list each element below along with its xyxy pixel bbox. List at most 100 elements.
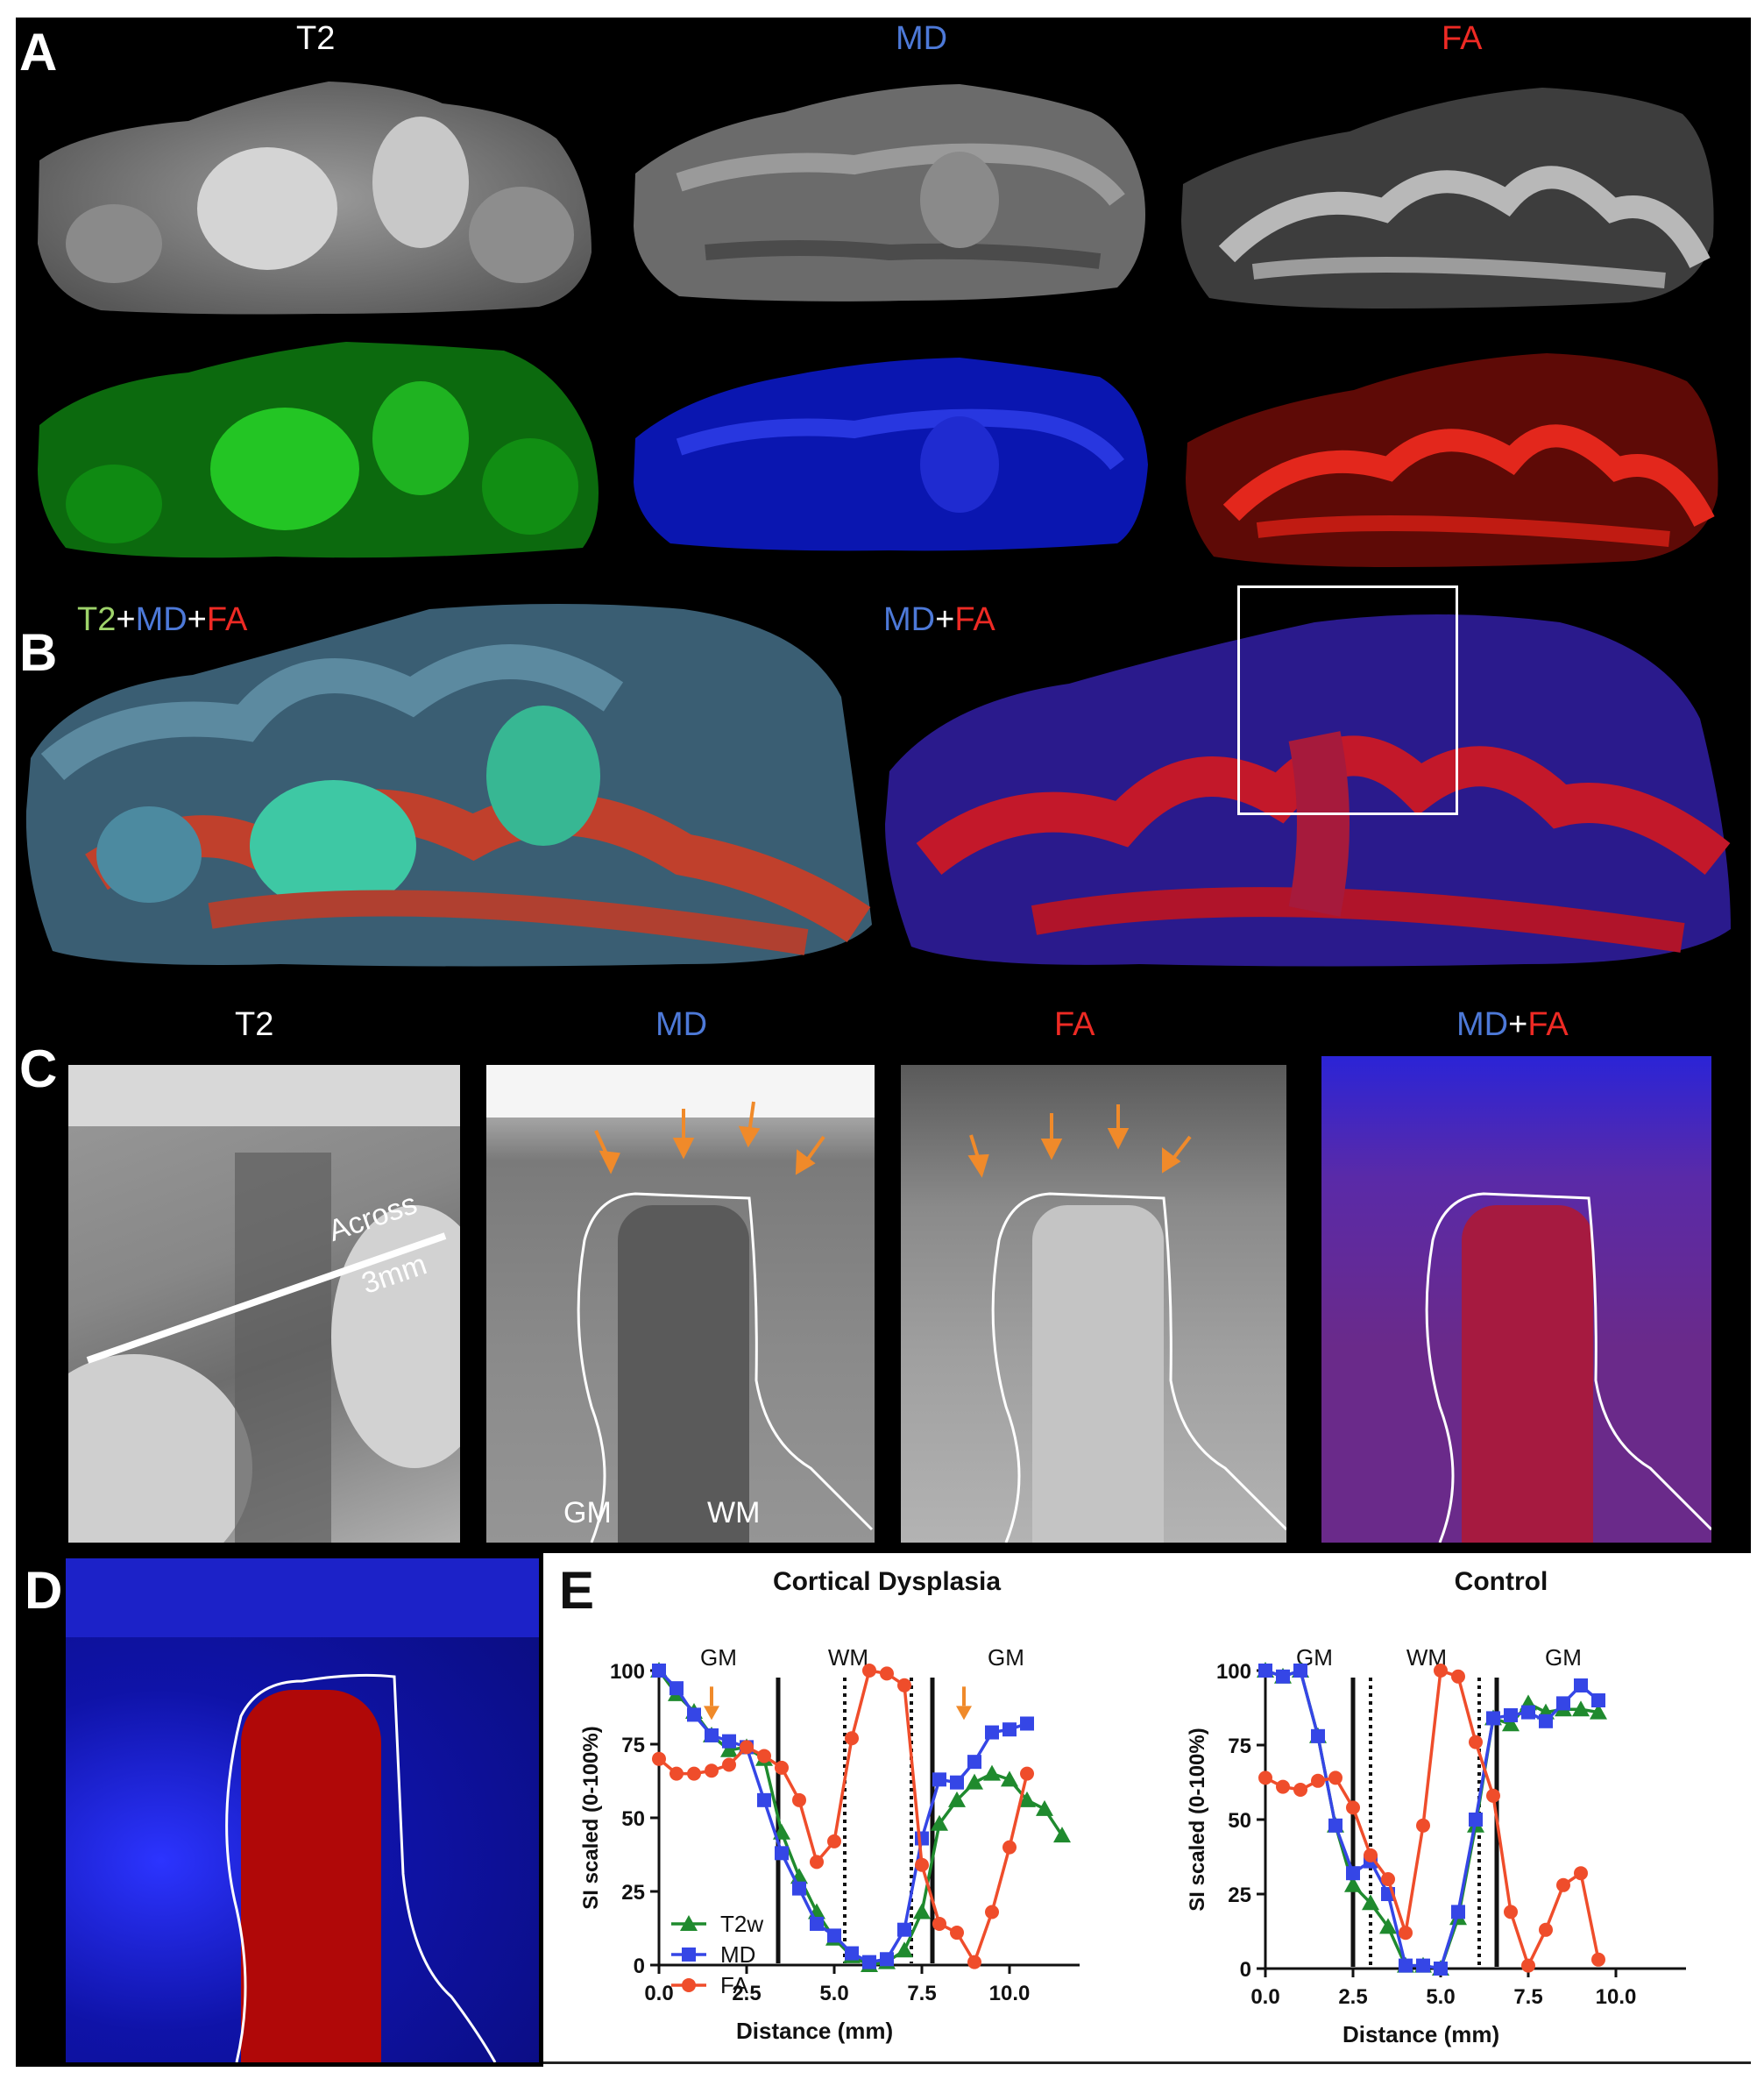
chart-cd-point-md [775, 1846, 789, 1861]
chart-cd-x-tick-label: 2.5 [732, 1982, 761, 2005]
chart-cd-point-md [845, 1946, 859, 1961]
chart-ctrl-point-fa [1399, 1926, 1413, 1941]
panel-c-md-fa-title: MD+FA [1456, 1008, 1569, 1041]
chart-cd-x-axis-label: Distance (mm) [736, 2018, 893, 2044]
panel-e-bottom-border [543, 2061, 1751, 2064]
chart-cd-region-label: WM [828, 1644, 868, 1671]
chart-cd-y-axis-label: SI scaled (0-100%) [579, 1726, 603, 1909]
panel-b-right-title-md: MD [883, 601, 936, 638]
panel-c-md-white-matter [618, 1205, 749, 1543]
chart-ctrl-point-md [1311, 1728, 1325, 1743]
chart-cd-point-fa [652, 1751, 666, 1766]
chart-cd-point-md [1002, 1722, 1017, 1737]
chart-cd-point-md [862, 1955, 876, 1969]
chart-ctrl-x-tick-label: 10.0 [1596, 1985, 1637, 2009]
chart-cd-y-tick-label: 25 [621, 1881, 645, 1905]
chart-cd-x-tick-label: 7.5 [907, 1982, 936, 2005]
chart-cd-point-md [687, 1707, 701, 1722]
chart-cd-point-md [880, 1952, 894, 1967]
panel-a-fa-red-image [1186, 353, 1718, 567]
chart-ctrl-point-md [1276, 1669, 1290, 1684]
chart-cd-point-md [985, 1725, 999, 1740]
panel-c-across-line [86, 1232, 447, 1364]
chart-ctrl-point-fa [1381, 1872, 1395, 1886]
chart-ctrl-point-t2w [1590, 1703, 1607, 1720]
panel-b-left-title-plus-1: + [116, 601, 136, 638]
chart-cd-point-t2w [966, 1773, 983, 1790]
chart-cd-point-fa [950, 1926, 964, 1941]
panel-c-fa-zoom-image [901, 1065, 1286, 1543]
panel-a-fa-grayscale-image [1181, 88, 1714, 309]
chart-cd-point-fa [1002, 1840, 1017, 1855]
chart-ctrl-point-fa [1416, 1818, 1430, 1833]
panel-b-left-title-t2: T2 [77, 601, 117, 638]
chart-ctrl-point-fa [1346, 1800, 1360, 1815]
panel-c-gm-label: GM [563, 1496, 612, 1529]
chart-ctrl-point-fa [1276, 1779, 1290, 1794]
chart-cd-point-fa [862, 1664, 876, 1678]
panel-c-fa-overlay [967, 1104, 1286, 1543]
panel-c-md-cortex-band [486, 1065, 875, 1118]
chart-ctrl-y-axis-label: SI scaled (0-100%) [1186, 1728, 1209, 1911]
chart-ctrl-y-tick-label: 75 [1228, 1735, 1251, 1758]
chart-ctrl-x-tick-label: 2.5 [1338, 1985, 1367, 2009]
chart-ctrl-point-fa [1434, 1664, 1448, 1678]
chart-ctrl-x-tick-label: 5.0 [1426, 1985, 1455, 2009]
chart-ctrl-point-md [1346, 1866, 1360, 1881]
chart-cd-point-t2w [1036, 1799, 1053, 1816]
chart-cd-x-tick-label: 10.0 [989, 1982, 1031, 2005]
chart-cd-region-label: GM [988, 1644, 1024, 1671]
chart-ctrl-point-md [1293, 1664, 1307, 1678]
chart-ctrl-point-md [1416, 1958, 1430, 1973]
chart-ctrl-point-fa [1328, 1770, 1342, 1785]
chart-ctrl-y-tick-label: 100 [1216, 1660, 1251, 1684]
panel-c-md-fa-title-plus: + [1508, 1006, 1528, 1043]
panel-c-fa-title: FA [1054, 1006, 1095, 1043]
chart-cd-point-md [652, 1664, 666, 1678]
chart-cd-point-t2w [1053, 1827, 1071, 1843]
panel-c-letter: C [19, 1040, 58, 1098]
chart-ctrl-point-t2w [1502, 1715, 1520, 1732]
chart-ctrl-region-label: GM [1545, 1644, 1582, 1671]
chart-legend-label-t2w: T2w [720, 1911, 763, 1937]
chart-cd-point-fa [932, 1916, 946, 1931]
chart-ctrl-point-md [1434, 1962, 1448, 1976]
chart-ctrl-point-fa [1364, 1848, 1378, 1863]
panel-b-right-title: MD+FA [883, 603, 995, 636]
chart-cd-y-tick-label: 75 [621, 1734, 645, 1757]
panel-a-t2-title: T2 [296, 20, 336, 57]
chart-cd-point-fa [985, 1905, 999, 1919]
chart-ctrl-point-md [1504, 1708, 1518, 1722]
chart-ctrl-point-fa [1521, 1958, 1535, 1973]
panel-c-fa-white-matter [1032, 1205, 1164, 1543]
chart-cd-x-tick-label: 0.0 [644, 1982, 673, 2005]
panel-b-zoom-box [1237, 585, 1458, 815]
panel-b-left-title-plus-2: + [187, 601, 207, 638]
panel-d-letter: D [25, 1561, 63, 1620]
panel-c-md-fa-zoom-image [1321, 1056, 1711, 1543]
chart-cd-point-md [757, 1792, 771, 1807]
chart-cd-point-t2w [913, 1903, 931, 1919]
panel-c-t2-cortex-band [68, 1065, 460, 1126]
chart-cd-point-fa [1020, 1766, 1034, 1781]
chart-cd-point-md [967, 1755, 981, 1770]
chart-cd-x-tick-label: 5.0 [819, 1982, 848, 2005]
panel-b-letter: B [19, 623, 58, 682]
chart-ctrl-title: Control [1455, 1567, 1548, 1596]
chart-cd-orange-arrow-head [956, 1706, 972, 1721]
chart-cd-point-md [810, 1916, 824, 1931]
chart-ctrl-y-tick-label: 25 [1228, 1884, 1251, 1907]
chart-cd-point-t2w [983, 1764, 1001, 1781]
chart-cd-point-fa [775, 1760, 789, 1775]
chart-cd-point-fa [845, 1731, 859, 1746]
panel-a-t2-green-image [38, 342, 599, 558]
chart-ctrl-point-fa [1486, 1788, 1500, 1803]
chart-legend-label-md: MD [720, 1941, 755, 1968]
panel-c-md-fa-title-md: MD [1456, 1006, 1509, 1043]
chart-ctrl-point-md [1258, 1664, 1272, 1678]
panel-c-t2-title: T2 [235, 1006, 274, 1043]
chart-cd-point-md [722, 1734, 736, 1749]
panel-a-fa-title: FA [1442, 20, 1483, 57]
chart-ctrl-point-t2w [1344, 1876, 1362, 1892]
chart-legend-marker-fa [682, 1977, 696, 1992]
